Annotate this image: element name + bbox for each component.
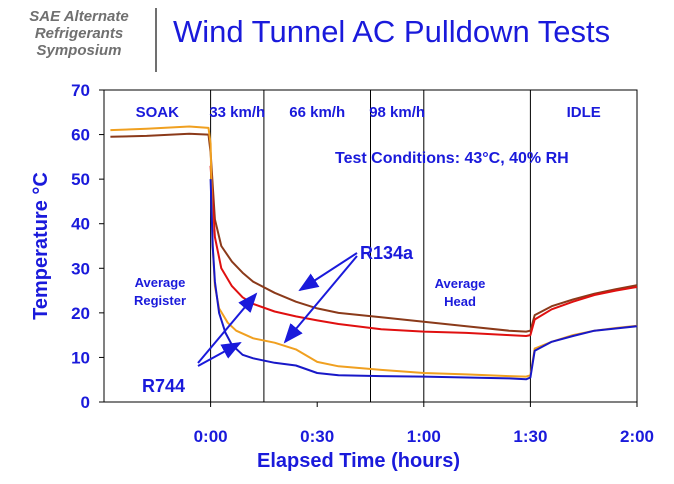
page-title: Wind Tunnel AC Pulldown Tests [173,14,611,49]
test-conditions-label: Test Conditions: 43°C, 40% RH [335,150,569,167]
series-line-r744-register [209,179,638,381]
y-tick-label: 20 [71,304,90,323]
register-label: Average [135,275,186,290]
header-separator [155,8,157,72]
symposium-line: Symposium [36,42,122,59]
y-tick-label: 60 [71,126,90,145]
y-tick-label: 70 [71,81,90,100]
annotation-arrow [197,292,258,364]
annotation-arrow [197,342,242,367]
head-label: Average [435,276,486,291]
phase-label: IDLE [567,104,601,121]
y-tick-label: 0 [81,393,90,412]
annotation-arrow [298,252,358,292]
phase-label: 66 km/h [289,104,345,121]
r744-label: R744 [142,376,185,396]
x-tick-label: 1:00 [407,427,441,446]
phase-label: SOAK [136,104,180,121]
symposium-label: SAE Alternate Refrigerants Symposium [4,8,154,59]
x-tick-label: 1:30 [513,427,547,446]
annotation-arrow [283,255,358,344]
phase-label: 98 km/h [369,104,425,121]
series-line-r744-head [209,165,638,337]
y-tick-label: 50 [71,170,90,189]
y-axis-title: Temperature °C [30,172,52,320]
register-label: Register [134,293,186,308]
r134a-label: R134a [360,243,414,263]
y-tick-label: 30 [71,259,90,278]
symposium-line: Refrigerants [34,25,124,42]
symposium-line: SAE Alternate [29,8,129,25]
y-tick-label: 10 [71,348,90,367]
x-tick-label: 0:00 [194,427,228,446]
x-tick-label: 2:00 [620,427,654,446]
x-axis-title: Elapsed Time (hours) [257,450,460,472]
phase-label: 33 km/h [209,104,265,121]
y-tick-label: 40 [71,215,90,234]
head-label: Head [444,294,476,309]
x-tick-label: 0:30 [300,427,334,446]
